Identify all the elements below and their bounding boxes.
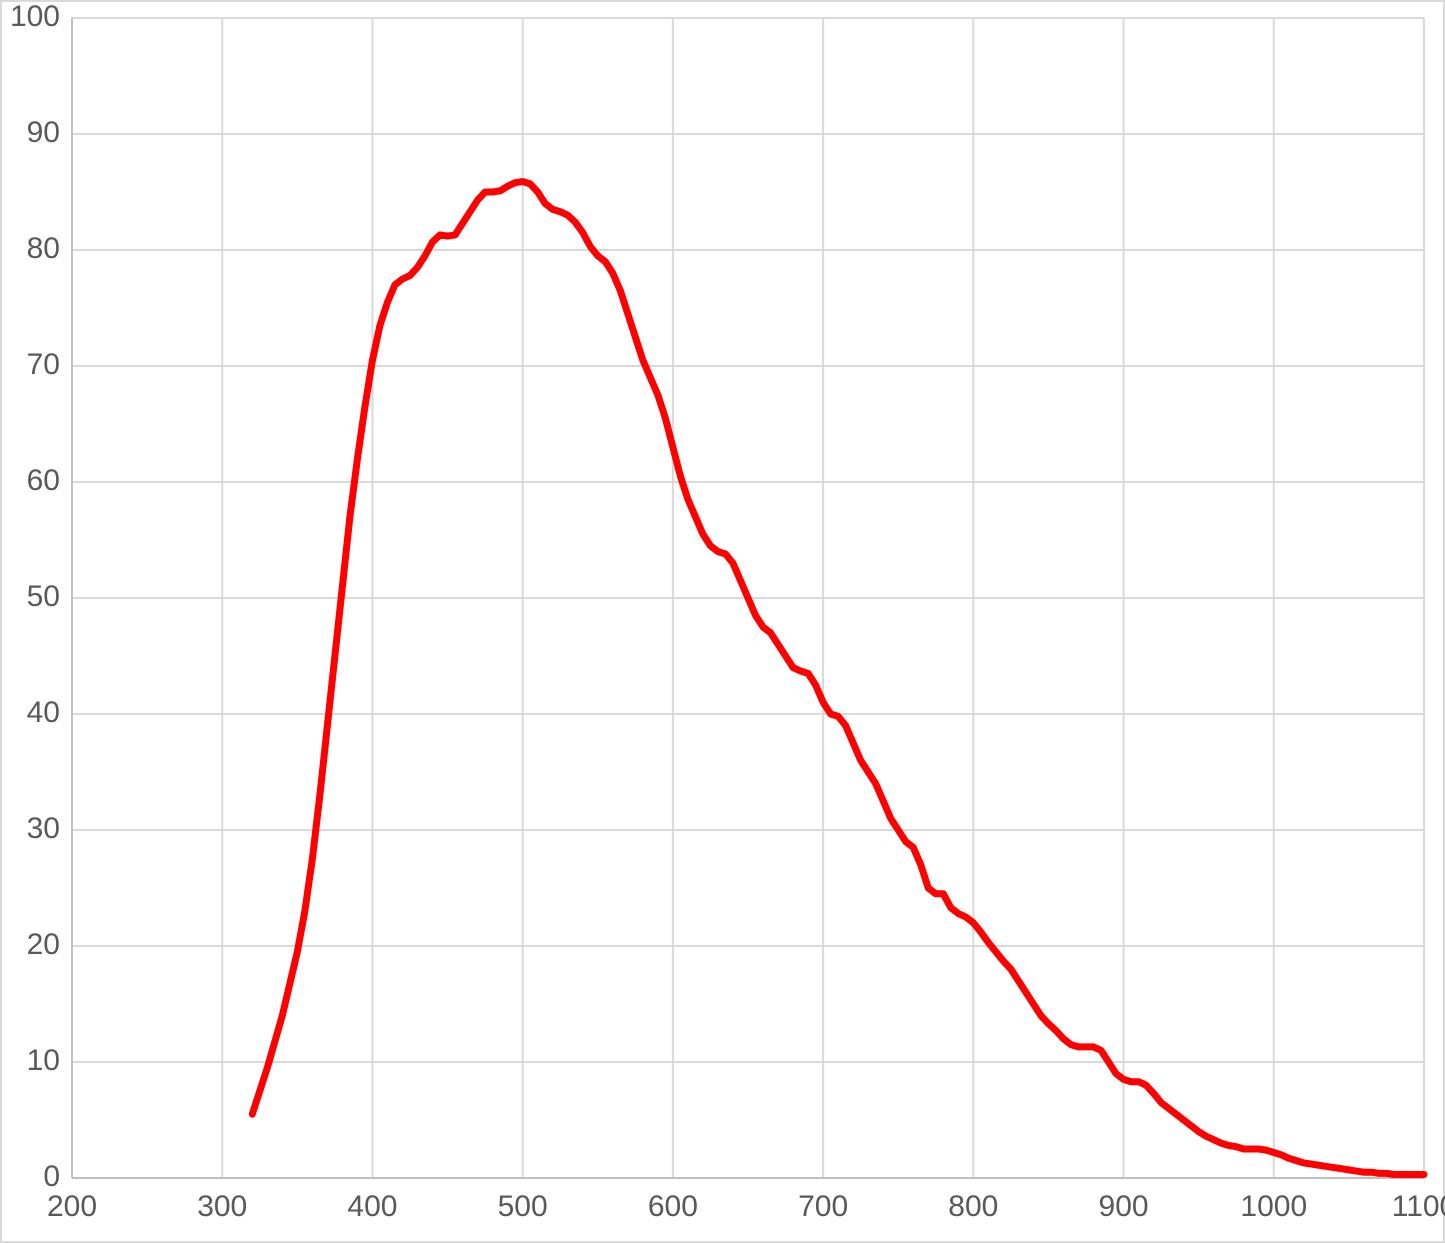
y-tick-label: 50 xyxy=(27,580,60,613)
y-tick-label: 10 xyxy=(27,1044,60,1077)
x-tick-label: 300 xyxy=(197,1190,247,1223)
y-tick-label: 70 xyxy=(27,348,60,381)
x-tick-label: 500 xyxy=(498,1190,548,1223)
x-tick-label: 900 xyxy=(1099,1190,1149,1223)
y-tick-label: 0 xyxy=(43,1160,60,1193)
x-tick-label: 400 xyxy=(347,1190,397,1223)
y-tick-label: 100 xyxy=(10,0,60,33)
line-chart: 0 10 20 30 40 50 60 70 80 90 100 200 300 400 500 600 700… xyxy=(0,0,1445,1243)
y-tick-label: 20 xyxy=(27,928,60,961)
x-tick-label: 600 xyxy=(648,1190,698,1223)
x-tick-label: 800 xyxy=(948,1190,998,1223)
x-tick-label: 1100 xyxy=(1392,1190,1445,1223)
y-tick-label: 30 xyxy=(27,812,60,845)
chart-svg: 0 10 20 30 40 50 60 70 80 90 100 200 300 400 500 600 700… xyxy=(0,0,1445,1243)
y-tick-label: 60 xyxy=(27,464,60,497)
x-tick-label: 1000 xyxy=(1240,1190,1307,1223)
y-tick-label: 80 xyxy=(27,232,60,265)
x-tick-label: 700 xyxy=(798,1190,848,1223)
x-tick-label: 200 xyxy=(47,1190,97,1223)
y-tick-label: 90 xyxy=(27,116,60,149)
y-tick-label: 40 xyxy=(27,696,60,729)
